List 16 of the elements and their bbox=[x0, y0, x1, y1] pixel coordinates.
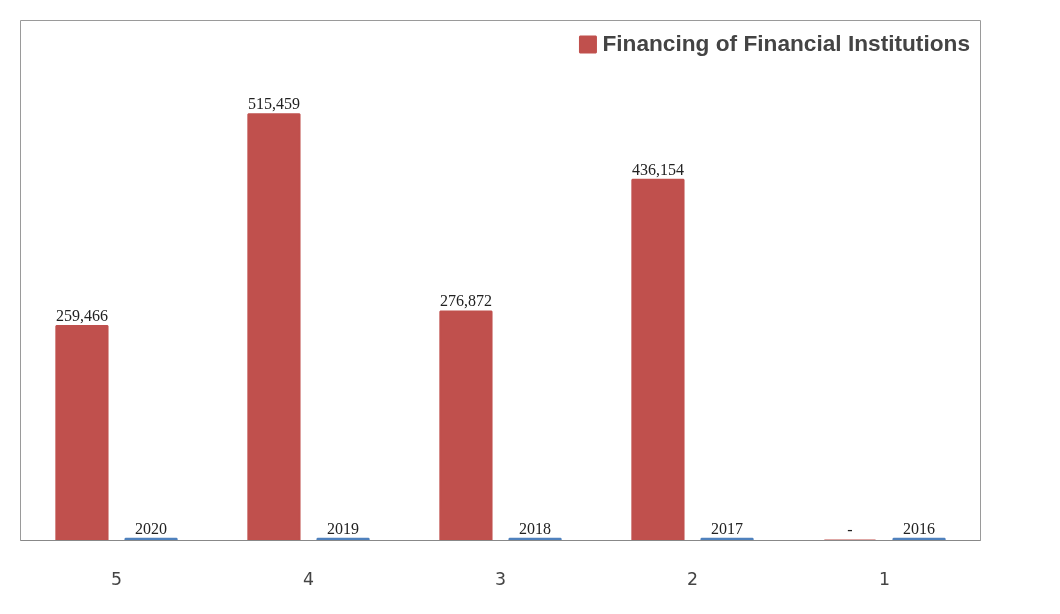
data-label: 436,154 bbox=[631, 160, 684, 178]
data-label: 259,466 bbox=[55, 306, 108, 324]
data-label: 2016 bbox=[903, 519, 936, 537]
x-tick-label: 4 bbox=[302, 568, 315, 589]
data-label: 2020 bbox=[135, 519, 168, 537]
data-label: 276,872 bbox=[439, 292, 492, 310]
legend-label: Financing of Financial Institutions bbox=[602, 30, 970, 57]
x-tick-label: 3 bbox=[494, 568, 507, 589]
data-label: 2017 bbox=[711, 519, 744, 537]
data-label: - bbox=[847, 521, 853, 539]
data-label: 2019 bbox=[327, 519, 360, 537]
x-tick-label: 2 bbox=[686, 568, 699, 589]
x-tick-label: 1 bbox=[878, 568, 891, 589]
x-tick-label: 5 bbox=[110, 568, 123, 589]
data-label: 2018 bbox=[519, 519, 552, 537]
data-label: 515,459 bbox=[247, 95, 300, 113]
